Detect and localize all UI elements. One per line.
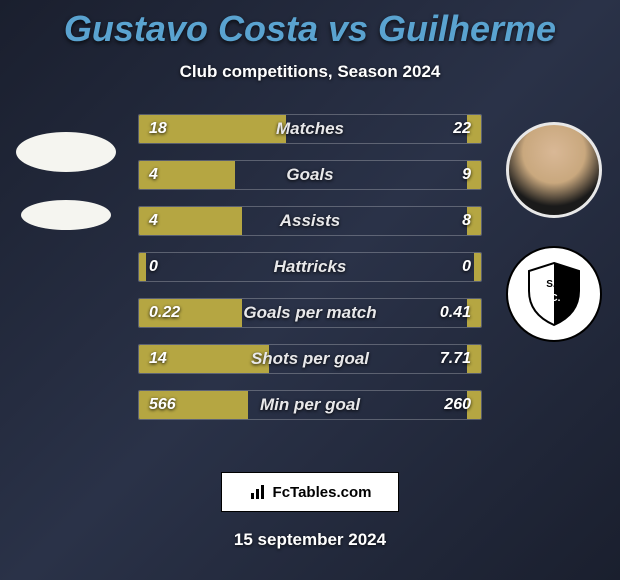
right-player-avatar	[506, 122, 602, 218]
stat-value-right: 260	[444, 391, 471, 419]
stat-label: Matches	[139, 115, 481, 143]
stat-label: Goals per match	[139, 299, 481, 327]
stat-value-left: 566	[149, 391, 176, 419]
stat-label: Assists	[139, 207, 481, 235]
stat-row: Shots per goal14 7.71	[138, 344, 482, 374]
page-title: Gustavo Costa vs Guilherme	[0, 8, 620, 50]
stat-value-left: 0	[149, 253, 158, 281]
left-club-badge	[21, 200, 111, 230]
stat-bars: Matches1822Goals49Assists48Hattricks00Go…	[138, 114, 482, 436]
footer-date: 15 september 2024	[0, 530, 620, 550]
stat-value-right: 22	[453, 115, 471, 143]
comparison-card: Gustavo Costa vs Guilherme Club competit…	[0, 0, 620, 580]
stat-value-right: 9	[462, 161, 471, 189]
stat-value-right: 7.71	[440, 345, 471, 373]
right-club-badge: S.F .C.	[506, 246, 602, 342]
stat-label: Min per goal	[139, 391, 481, 419]
stat-value-left: 4	[149, 207, 158, 235]
stat-row: Min per goal566 260	[138, 390, 482, 420]
stat-value-right: 0.41	[440, 299, 471, 327]
left-player-avatar	[16, 132, 116, 172]
stat-label: Shots per goal	[139, 345, 481, 373]
stat-row: Matches18 22	[138, 114, 482, 144]
stat-value-left: 14	[149, 345, 167, 373]
subtitle: Club competitions, Season 2024	[0, 62, 620, 82]
right-player-column: S.F .C.	[500, 122, 608, 370]
stat-value-left: 4	[149, 161, 158, 189]
stat-row: Hattricks0 0	[138, 252, 482, 282]
source-logo-text: FcTables.com	[273, 484, 372, 501]
stat-value-left: 0.22	[149, 299, 180, 327]
stat-label: Goals	[139, 161, 481, 189]
comparison-body: S.F .C. Matches1822Goals49Assists48Hattr…	[0, 114, 620, 444]
club-crest-icon: S.F .C.	[519, 259, 589, 329]
chart-icon	[249, 483, 267, 501]
svg-text:.C.: .C.	[548, 293, 561, 304]
left-player-column	[12, 122, 120, 230]
stat-value-right: 8	[462, 207, 471, 235]
svg-text:S.F: S.F	[546, 279, 562, 290]
stat-value-left: 18	[149, 115, 167, 143]
stat-row: Goals4 9	[138, 160, 482, 190]
stat-row: Goals per match0.22 0.41	[138, 298, 482, 328]
stat-label: Hattricks	[139, 253, 481, 281]
stat-value-right: 0	[462, 253, 471, 281]
source-logo: FcTables.com	[221, 472, 399, 512]
stat-row: Assists4 8	[138, 206, 482, 236]
